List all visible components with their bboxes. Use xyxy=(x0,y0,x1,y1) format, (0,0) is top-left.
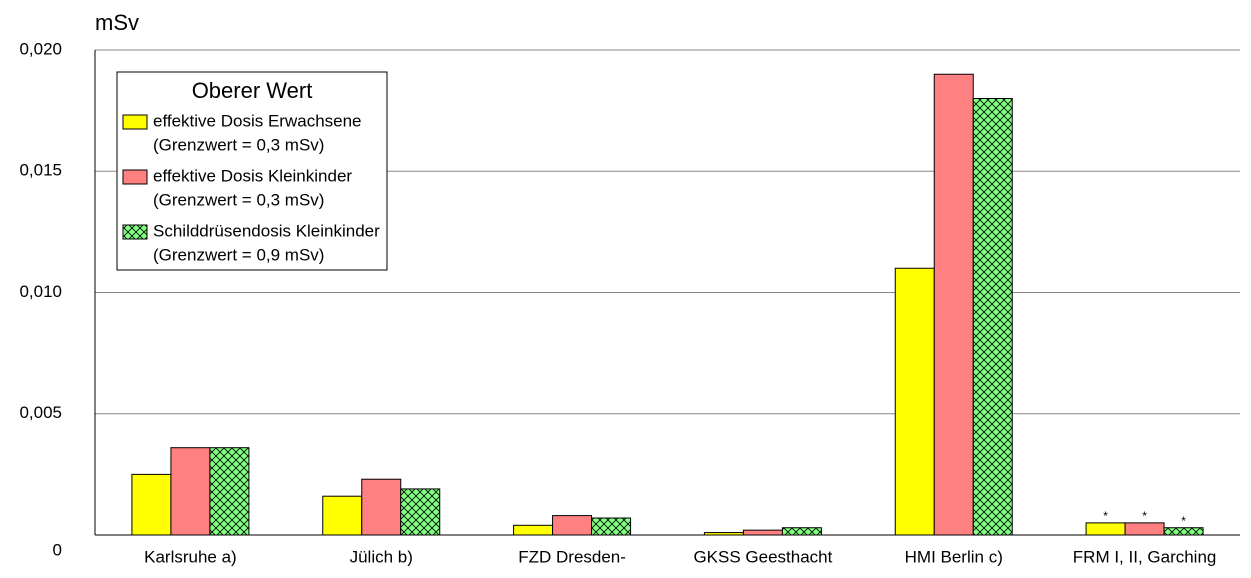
legend-note: (Grenzwert = 0,9 mSv) xyxy=(153,245,324,264)
y-tick-label: 0,010 xyxy=(19,282,62,301)
legend-swatch xyxy=(122,224,148,240)
bar xyxy=(1163,527,1204,536)
y-unit: mSv xyxy=(95,10,139,35)
legend-title: Oberer Wert xyxy=(192,78,313,103)
legend-note: (Grenzwert = 0,3 mSv) xyxy=(153,135,324,154)
legend-box xyxy=(116,71,388,271)
bar xyxy=(781,527,822,536)
legend-swatch xyxy=(122,169,148,185)
x-tick-label: GKSS Geesthacht xyxy=(693,547,832,566)
y-tick-label: 0,005 xyxy=(19,403,62,422)
bar xyxy=(170,447,211,536)
bar xyxy=(894,267,935,536)
y-tick-label: 0,015 xyxy=(19,161,62,180)
legend-note: (Grenzwert = 0,3 mSv) xyxy=(153,190,324,209)
bar xyxy=(361,478,402,536)
bar xyxy=(933,73,974,536)
bar xyxy=(591,517,632,536)
x-tick-label: Karlsruhe a) xyxy=(144,547,237,566)
footnote-mark: * xyxy=(1142,509,1147,523)
x-tick-label: FZD Dresden- xyxy=(518,547,626,566)
legend-label: effektive Dosis Erwachsene xyxy=(153,111,362,130)
bar xyxy=(209,447,250,536)
bar xyxy=(131,473,172,536)
bar xyxy=(552,515,593,536)
bar xyxy=(322,495,363,536)
y-tick-label: 0 xyxy=(53,540,62,559)
bar xyxy=(400,488,441,536)
legend-label: Schilddrüsendosis Kleinkinder xyxy=(153,221,380,240)
bar xyxy=(1085,522,1126,536)
legend-label: effektive Dosis Kleinkinder xyxy=(153,166,352,185)
bar xyxy=(742,529,783,536)
legend-swatch xyxy=(122,114,148,130)
bar xyxy=(703,532,744,536)
footnote-mark: * xyxy=(1181,514,1186,528)
bar xyxy=(972,98,1013,536)
bar xyxy=(513,524,554,536)
footnote-mark: * xyxy=(1103,509,1108,523)
x-tick-label: FRM I, II, Garching xyxy=(1073,547,1217,566)
x-tick-label: HMI Berlin c) xyxy=(905,547,1003,566)
x-tick-label: Jülich b) xyxy=(350,547,413,566)
y-tick-label: 0,020 xyxy=(19,39,62,58)
bar xyxy=(1124,522,1165,536)
